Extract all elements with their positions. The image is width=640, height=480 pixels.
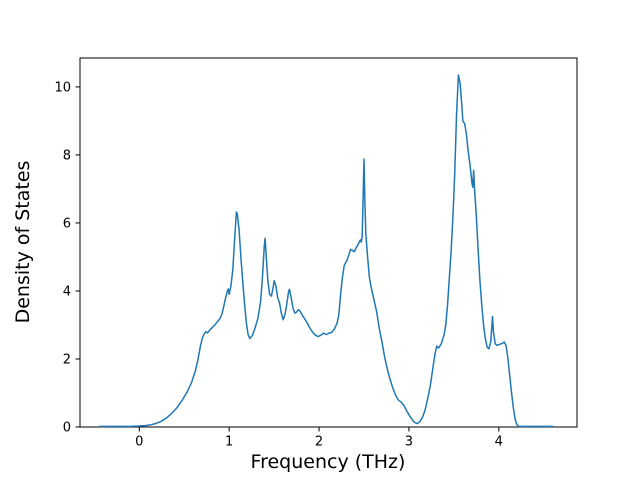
y-axis-label: Density of States bbox=[12, 161, 34, 324]
y-tick-label: 0 bbox=[63, 421, 71, 436]
x-axis-ticks: 0 1 2 3 4 bbox=[135, 427, 503, 450]
x-tick-label: 4 bbox=[495, 435, 503, 450]
y-tick-label: 2 bbox=[63, 352, 71, 367]
y-tick-label: 8 bbox=[63, 148, 71, 163]
x-tick-label: 0 bbox=[135, 435, 143, 450]
y-tick-label: 6 bbox=[63, 216, 71, 231]
dos-curve bbox=[99, 74, 554, 428]
plot-area bbox=[79, 57, 578, 428]
y-tick-label: 4 bbox=[63, 284, 71, 299]
x-tick-label: 1 bbox=[225, 435, 233, 450]
y-tick-label: 10 bbox=[54, 80, 71, 95]
x-tick-label: 2 bbox=[315, 435, 323, 450]
x-axis-label: Frequency (THz) bbox=[251, 451, 406, 473]
y-axis-ticks: 0 2 4 6 8 10 bbox=[54, 80, 80, 436]
x-tick-label: 3 bbox=[405, 435, 413, 450]
